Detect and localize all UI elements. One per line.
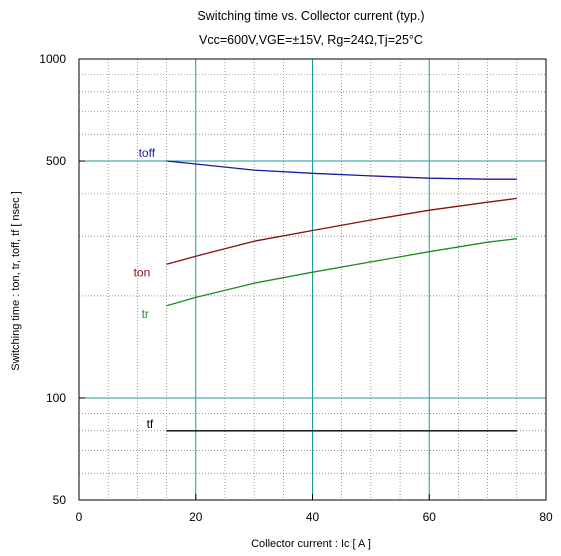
y-axis-label: Switching time : ton, tr, toff, tf [ nse… bbox=[10, 191, 22, 371]
series-label-toff: toff bbox=[139, 146, 156, 160]
series-label-tr: tr bbox=[142, 307, 149, 321]
series-labels: toff ton tr tf bbox=[134, 146, 156, 431]
series-lines bbox=[166, 160, 517, 432]
x-tick-label: 0 bbox=[76, 510, 83, 524]
y-tick-label: 1000 bbox=[39, 52, 66, 66]
x-axis-label: Collector current : Ic [ A ] bbox=[251, 538, 371, 550]
x-tick-label: 20 bbox=[189, 510, 203, 524]
series-line-ton bbox=[166, 197, 517, 265]
x-tick-label: 60 bbox=[423, 510, 437, 524]
x-tick-label: 40 bbox=[306, 510, 320, 524]
y-tick-label: 500 bbox=[46, 154, 66, 168]
chart-title: Switching time vs. Collector current (ty… bbox=[197, 9, 424, 23]
series-label-ton: ton bbox=[134, 265, 151, 279]
chart-subtitle: Vcc=600V,VGE=±15V, Rg=24Ω,Tj=25°C bbox=[199, 33, 423, 47]
series-line-tr bbox=[166, 238, 517, 307]
y-tick-label: 50 bbox=[53, 493, 67, 507]
series-label-tf: tf bbox=[147, 417, 154, 431]
y-tick-label: 100 bbox=[46, 391, 66, 405]
grid-lines bbox=[79, 59, 546, 500]
x-tick-label: 80 bbox=[539, 510, 553, 524]
axis-ticks: 0 20 40 60 80 50 100 500 1000 bbox=[39, 52, 553, 524]
plot-frame bbox=[78, 58, 547, 501]
series-line-toff bbox=[166, 160, 517, 180]
